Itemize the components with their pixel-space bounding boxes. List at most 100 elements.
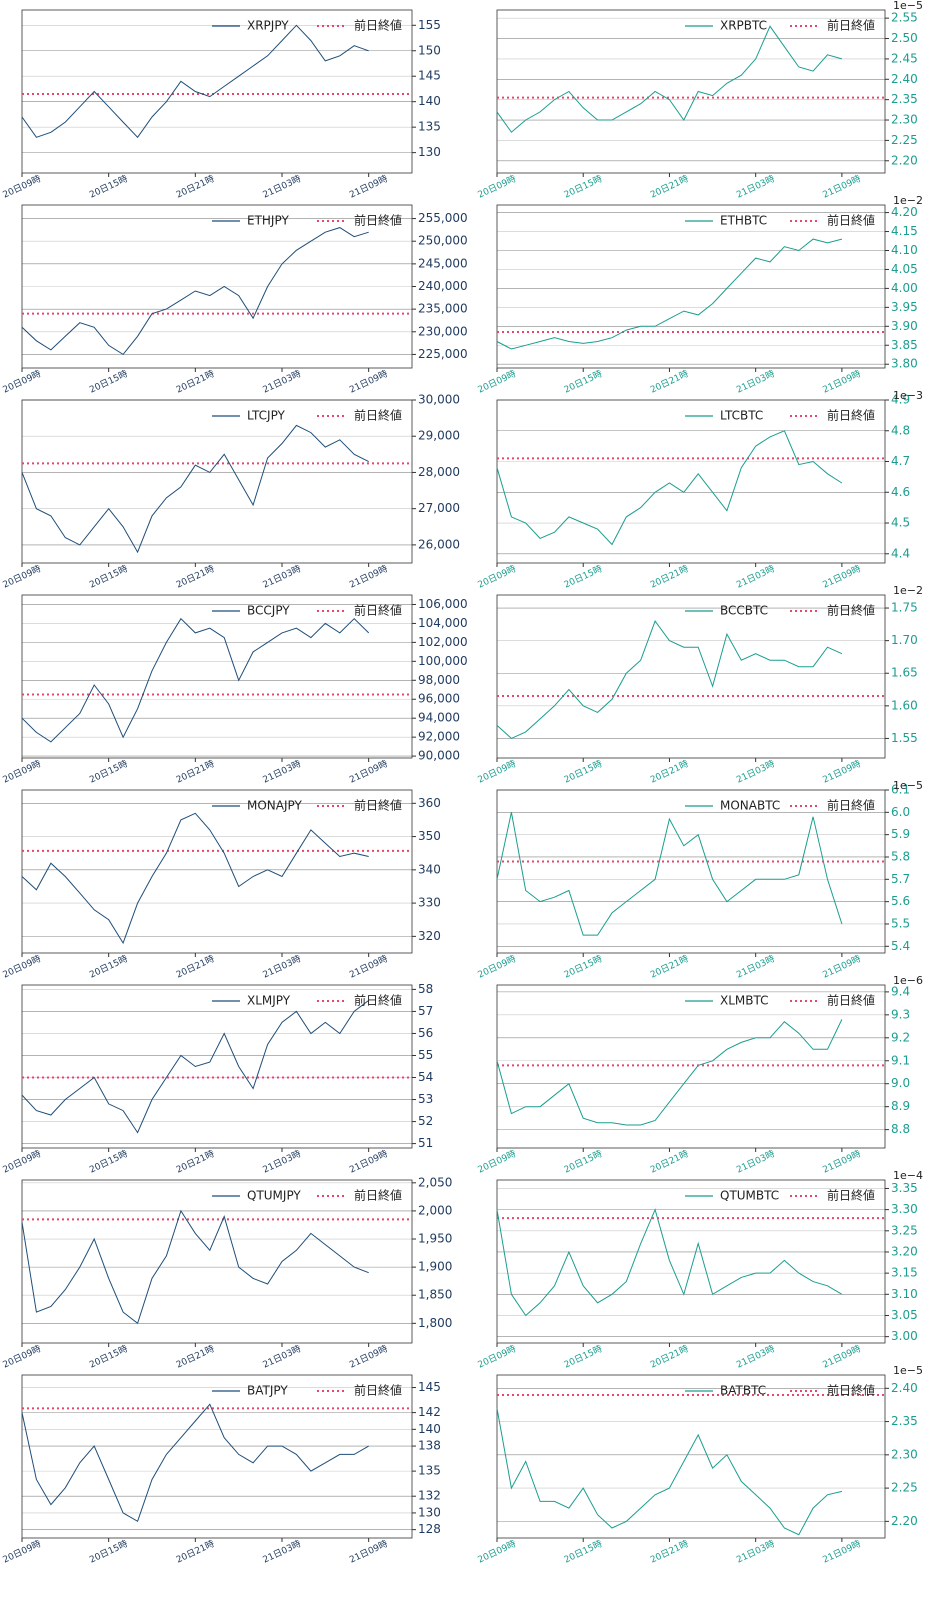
x-tick-label: 20日21時 [649,953,691,980]
x-tick-label: 20日09時 [476,563,518,590]
y-tick-label: 57 [418,1004,433,1018]
x-tick-label: 21日03時 [261,1148,303,1175]
x-tick-label: 20日15時 [562,368,604,395]
x-tick-label: 20日15時 [88,368,130,395]
legend-label: 前日終値 [354,18,402,33]
x-tick-label: 20日21時 [649,173,691,200]
x-tick-label: 20日21時 [174,1148,216,1175]
offset-text: 1e−4 [893,1169,923,1182]
y-tick-label: 130 [418,1505,441,1519]
y-tick-label: 5.4 [891,939,910,953]
x-tick-label: 21日09時 [821,953,863,980]
x-tick-label: 21日09時 [348,173,390,200]
y-tick-label: 102,000 [418,635,468,649]
x-tick-label: 21日09時 [348,953,390,980]
y-tick-label: 132 [418,1489,441,1503]
x-tick-label: 20日09時 [1,758,43,785]
x-tick-label: 20日15時 [88,1148,130,1175]
y-tick-label: 98,000 [418,673,460,687]
plot-frame [21,399,413,564]
x-tick-label: 20日09時 [1,368,43,395]
y-tick-label: 3.80 [891,357,918,371]
panel: 225,000 230,000 235,000 240,000 245,000 250,0… [1,204,468,396]
legend-label: 前日終値 [354,1383,402,1398]
legend-label: 前日終値 [354,603,402,618]
x-tick-label: 21日09時 [821,173,863,200]
price-line [496,620,843,739]
y-tick-label: 145 [418,1380,441,1394]
x-tick-label: 20日21時 [649,1343,691,1370]
legend-label: 前日終値 [354,1188,402,1203]
x-tick-label: 20日21時 [649,1538,691,1565]
legend-label: QTUMJPY [247,1189,301,1203]
x-tick-label: 20日21時 [174,1343,216,1370]
y-tick-label: 30,000 [418,393,460,407]
y-tick-label: 230,000 [418,324,468,338]
x-tick-label: 20日21時 [174,368,216,395]
offset-text: 1e−3 [893,389,923,402]
y-tick-label: 1,950 [418,1232,452,1246]
y-tick-label: 55 [418,1048,433,1062]
x-tick-label: 21日09時 [348,1343,390,1370]
legend-label: XLMBTC [720,994,769,1008]
plot-frame [21,1179,413,1344]
y-tick-label: 2.25 [891,1481,918,1495]
x-tick-label: 21日09時 [821,368,863,395]
y-tick-label: 2.40 [891,1381,918,1395]
legend-label: 前日終値 [354,408,402,423]
y-tick-label: 145 [418,69,441,83]
y-tick-label: 4.20 [891,205,918,219]
y-tick-label: 28,000 [418,465,460,479]
plot-frame [496,789,886,954]
x-tick-label: 20日09時 [1,563,43,590]
y-tick-label: 3.00 [891,1329,918,1343]
y-tick-label: 155 [418,18,441,32]
price-line [21,617,370,743]
x-tick-label: 20日15時 [562,173,604,200]
plot-frame [496,9,886,174]
plot-frame [496,1374,886,1539]
legend-label: 前日終値 [354,213,402,228]
y-tick-label: 3.05 [891,1308,918,1322]
x-tick-label: 21日03時 [735,1538,777,1565]
panel: 3.80 3.85 3.90 3.95 4.00 4.05 4.10 4.15 4.20 20日0… [476,194,923,396]
y-tick-label: 4.10 [891,243,918,257]
panel: 130 135 140 145 150 155 20日09時 20日15時 20日21時 21日0… [1,9,441,201]
price-line [21,812,369,945]
y-tick-label: 330 [418,896,441,910]
offset-text: 1e−6 [893,974,923,987]
legend-label: 前日終値 [827,993,875,1008]
y-tick-label: 135 [418,1464,441,1478]
y-tick-label: 6.1 [891,783,910,797]
y-tick-label: 2.25 [891,133,918,147]
y-tick-label: 2,000 [418,1203,452,1217]
price-line [496,430,843,546]
y-tick-label: 4.15 [891,224,918,238]
x-tick-label: 20日09時 [476,1148,518,1175]
legend-label: ETHBTC [720,214,767,228]
y-tick-label: 96,000 [418,692,460,706]
y-tick-label: 52 [418,1114,433,1128]
x-tick-label: 20日09時 [476,1343,518,1370]
offset-text: 1e−2 [893,584,923,597]
plot-frame [21,594,413,759]
x-tick-label: 20日09時 [476,368,518,395]
x-tick-label: 21日03時 [735,368,777,395]
y-tick-label: 3.95 [891,300,918,314]
y-tick-label: 140 [418,1422,441,1436]
x-tick-label: 21日03時 [261,368,303,395]
x-tick-label: 21日03時 [261,173,303,200]
y-tick-label: 27,000 [418,501,460,515]
panel: 26,000 27,000 28,000 29,000 30,000 20日09時 20日1… [1,393,460,591]
legend-label: XRPJPY [247,19,289,33]
x-tick-label: 21日03時 [735,758,777,785]
legend-label: LTCBTC [720,409,763,423]
x-tick-label: 21日09時 [348,368,390,395]
y-tick-label: 53 [418,1092,433,1106]
y-tick-label: 130 [418,145,441,159]
x-tick-label: 21日09時 [821,1538,863,1565]
price-line [496,1208,843,1317]
y-tick-label: 3.10 [891,1287,918,1301]
panel: 2.20 2.25 2.30 2.35 2.40 20日09時 20日15時 20日21時 21… [476,1364,923,1566]
